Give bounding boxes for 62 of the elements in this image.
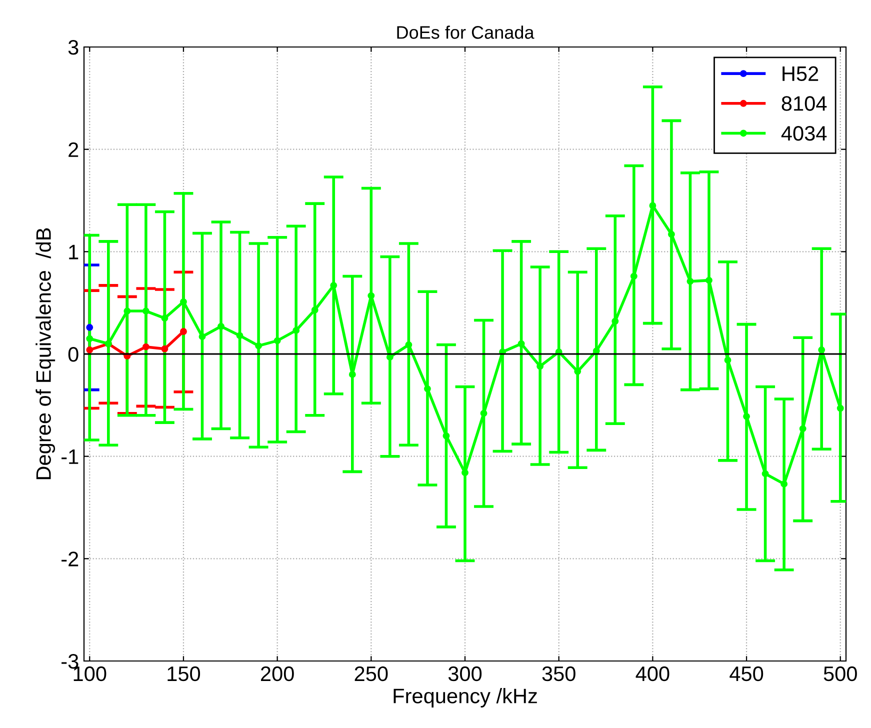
point [405, 341, 412, 348]
point [348, 370, 356, 378]
point [218, 322, 224, 330]
point [743, 412, 750, 420]
point [612, 318, 619, 325]
point [424, 385, 431, 392]
x-tick-label: 200 [260, 666, 294, 682]
point [762, 470, 769, 478]
point [462, 469, 468, 476]
point [311, 306, 318, 314]
point [668, 230, 675, 238]
point [799, 425, 806, 432]
x-tick-label: 350 [542, 666, 576, 682]
x-tick-label: 500 [824, 666, 857, 682]
point [292, 326, 300, 334]
x-tick-label: 450 [730, 666, 764, 682]
y-tick-label: 0 [68, 347, 78, 362]
point [592, 347, 600, 354]
point [142, 308, 150, 314]
point [86, 324, 94, 331]
point [255, 342, 262, 350]
point [724, 356, 732, 364]
point [630, 272, 638, 280]
point [518, 340, 525, 348]
point [236, 332, 244, 340]
x-axis-title: Frequency /kHz [394, 688, 537, 708]
chart-title: DoEs for Canada [397, 26, 534, 39]
y-tick-label: 2 [68, 142, 78, 157]
x-tick-label: 150 [168, 666, 200, 682]
y-tick-label: 1 [69, 244, 78, 260]
point [180, 328, 187, 335]
point [274, 337, 281, 344]
legend-label: 4034 [781, 126, 827, 141]
legend-label: H52 [782, 66, 818, 82]
y-axis-title: Degree of Equivalence /dB [36, 228, 56, 480]
point [180, 298, 187, 306]
point [536, 362, 544, 370]
y-tick-label: -2 [62, 552, 78, 566]
point [368, 292, 375, 300]
x-tick-label: 300 [448, 666, 482, 682]
x-tick-label: 400 [636, 666, 670, 682]
legend-label: 8104 [782, 96, 827, 111]
point [86, 335, 94, 342]
point [818, 346, 826, 354]
point [198, 333, 206, 340]
y-tick-label: -1 [62, 450, 78, 464]
point [124, 308, 131, 314]
y-tick-label: 3 [68, 40, 78, 55]
point [142, 343, 150, 350]
point [330, 282, 338, 289]
point [649, 202, 656, 210]
point [480, 410, 488, 417]
point [161, 314, 168, 322]
point [706, 276, 712, 284]
point [574, 368, 582, 375]
point [161, 345, 168, 352]
point [780, 480, 788, 488]
point [686, 278, 694, 285]
point [836, 404, 844, 412]
x-tick-label: 250 [354, 666, 388, 682]
point [442, 432, 450, 440]
point [386, 354, 394, 361]
